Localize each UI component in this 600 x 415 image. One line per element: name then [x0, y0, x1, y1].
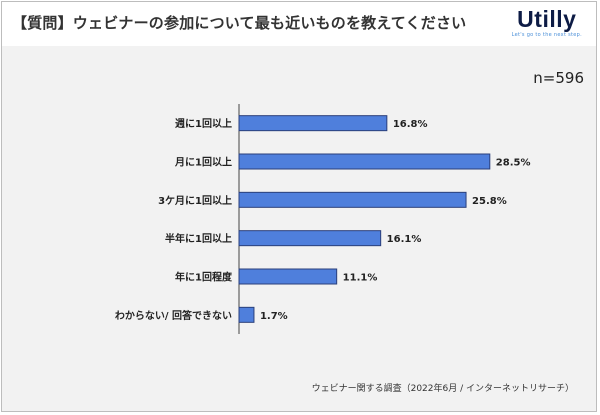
utilly-logo: Utilly Let's go to the next step. [512, 6, 582, 38]
category-label: わからない/ 回答できない [115, 309, 232, 322]
bar [238, 268, 338, 285]
category-label: 3ケ月に1回以上 [158, 194, 232, 207]
data-label: 1.7% [260, 311, 288, 322]
category-label: 年に1回程度 [175, 271, 233, 284]
page-title: 【質問】ウェビナーの参加について最も近いものを教えてください [12, 14, 467, 32]
category-label: 半年に1回以上 [165, 232, 232, 245]
data-label: 16.8% [393, 119, 428, 130]
logo-wordmark: Utilly [517, 6, 577, 32]
data-label: 11.1% [343, 273, 378, 284]
data-label: 25.8% [472, 196, 507, 207]
category-label: 月に1回以上 [174, 156, 232, 169]
bar [238, 230, 382, 247]
bar [238, 306, 255, 323]
data-label: 16.1% [387, 234, 422, 245]
sample-size-label: n=596 [533, 69, 584, 87]
bar [238, 191, 467, 208]
logo-tagline: Let's go to the next step. [511, 32, 582, 38]
source-note: ウェビナー関する調査（2022年6月 / インターネットリサーチ） [311, 384, 574, 394]
header-band: 【質問】ウェビナーの参加について最も近いものを教えてください Utilly Le… [2, 2, 596, 46]
category-label: 週に1回以上 [175, 117, 232, 130]
data-label: 28.5% [496, 158, 531, 169]
bar [238, 153, 491, 170]
bar [238, 115, 388, 132]
